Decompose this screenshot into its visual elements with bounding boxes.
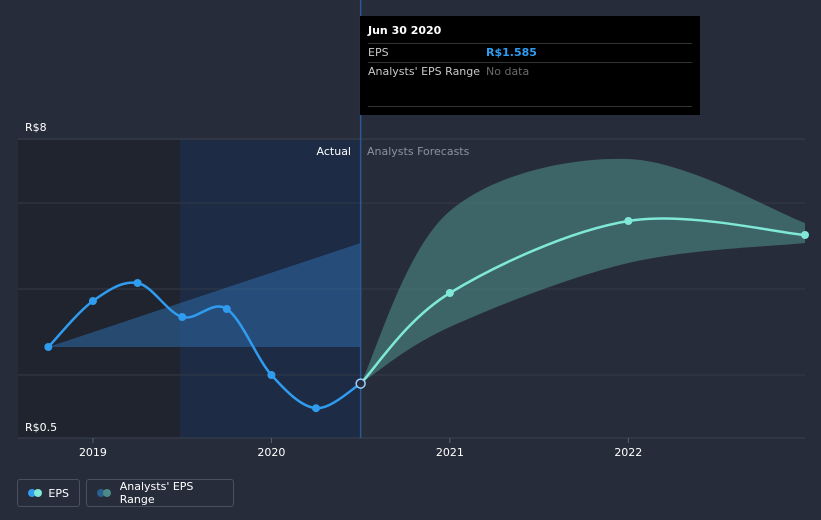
forecast-eps-range-area — [360, 158, 805, 384]
x-tick-label: 2019 — [79, 446, 107, 459]
x-tick-label: 2022 — [614, 446, 642, 459]
tooltip-divider — [368, 106, 692, 107]
x-tick-label: 2021 — [436, 446, 464, 459]
tooltip-eps-value: R$1.585 — [486, 46, 537, 59]
eps-forecast-point[interactable] — [445, 289, 454, 297]
tooltip: Jun 30 2020 EPS R$1.585 Analysts' EPS Ra… — [360, 16, 700, 115]
eps-highlight-point[interactable] — [355, 378, 366, 389]
eps-point[interactable] — [88, 297, 97, 305]
tooltip-range-label: Analysts' EPS Range — [368, 65, 481, 78]
eps-point[interactable] — [44, 343, 53, 351]
eps-forecast-point[interactable] — [624, 217, 633, 225]
tooltip-eps-label: EPS — [368, 46, 389, 59]
y-label-bottom: R$0.5 — [25, 421, 57, 434]
legend-range-label: Analysts' EPS Range — [119, 480, 194, 506]
tooltip-row-eps: EPS R$1.585 — [368, 43, 692, 62]
eps-forecast-point[interactable] — [801, 231, 809, 239]
actual-label: Actual — [317, 145, 351, 158]
legend-eps-swatch — [28, 489, 42, 497]
tooltip-row-range: Analysts' EPS Range No data — [368, 62, 692, 81]
eps-forecast-line — [359, 217, 806, 385]
legend-eps-label: EPS — [48, 486, 69, 500]
legend-item-eps-range[interactable]: Analysts' EPS Range — [86, 479, 234, 507]
legend-item-eps[interactable]: EPS — [17, 479, 80, 507]
x-tick-label: 2020 — [257, 446, 285, 459]
y-label-top: R$8 — [25, 121, 47, 134]
eps-point[interactable] — [267, 371, 276, 379]
legend-range-swatch — [97, 489, 112, 497]
eps-point[interactable] — [222, 305, 231, 313]
eps-point[interactable] — [133, 279, 142, 287]
eps-point[interactable] — [178, 313, 187, 321]
past-eps-range-area — [48, 243, 361, 347]
forecast-label: Analysts Forecasts — [367, 145, 470, 158]
eps-point[interactable] — [312, 404, 321, 413]
tooltip-range-value: No data — [486, 65, 530, 78]
tooltip-date: Jun 30 2020 — [368, 24, 442, 37]
